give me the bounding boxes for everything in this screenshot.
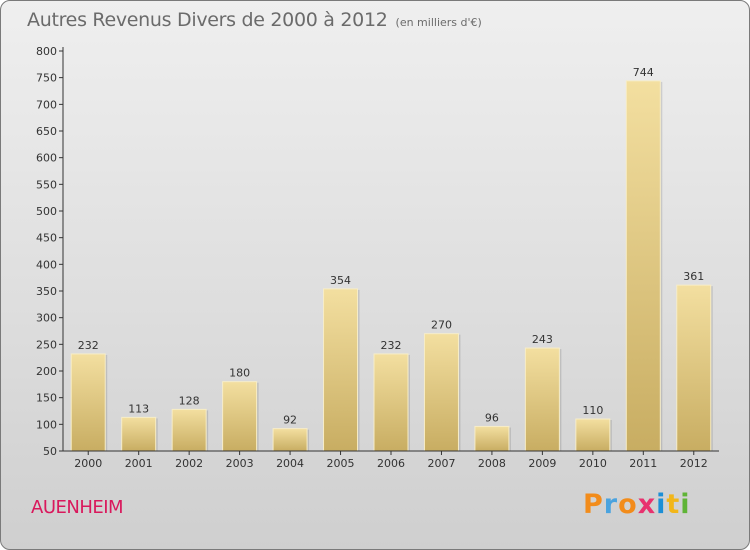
data-label-2012: 361 xyxy=(683,270,704,283)
bar-2000 xyxy=(70,353,106,452)
axes-group: 50 100 150 200 250 300 350 400 450 500 550 600 650 70… xyxy=(36,45,719,470)
x-tick-label-2012: 2012 xyxy=(680,457,708,470)
data-label-2005: 354 xyxy=(330,274,351,287)
commune-name: AUENHEIM xyxy=(31,497,124,518)
bar-2002 xyxy=(171,408,207,452)
data-label-2001: 113 xyxy=(128,402,149,415)
y-tick-label: 800 xyxy=(36,45,57,58)
logo-letter: P xyxy=(583,489,604,520)
bar-2011 xyxy=(625,80,661,452)
bar-2007 xyxy=(423,333,459,452)
chart-subtitle: (en milliers d'€) xyxy=(395,16,482,29)
labels-group: 232 113 128 180 92 354 232 270 96 243 110 744 361 xyxy=(78,66,705,427)
y-tick-label: 200 xyxy=(36,365,57,378)
y-tick-label: 700 xyxy=(36,98,57,111)
y-tick-label: 650 xyxy=(36,125,57,138)
data-label-2011: 744 xyxy=(633,66,654,79)
data-label-2009: 243 xyxy=(532,333,553,346)
x-tick-label-2011: 2011 xyxy=(629,457,657,470)
y-tick-label: 500 xyxy=(36,205,57,218)
bar-2012 xyxy=(676,284,712,452)
bar-2010 xyxy=(575,418,611,452)
data-label-2007: 270 xyxy=(431,319,452,332)
y-tick-label: 250 xyxy=(36,338,57,351)
y-tick-label: 750 xyxy=(36,72,57,85)
y-tick-label: 400 xyxy=(36,258,57,271)
bar-2005 xyxy=(323,288,359,452)
data-label-2006: 232 xyxy=(381,339,402,352)
y-tick-label: 150 xyxy=(36,392,57,405)
y-tick-label: 600 xyxy=(36,152,57,165)
logo-letter: x xyxy=(637,489,657,520)
x-tick-label-2009: 2009 xyxy=(528,457,556,470)
data-label-2000: 232 xyxy=(78,339,99,352)
bar-2009 xyxy=(524,347,560,452)
bar-2004 xyxy=(272,428,308,452)
logo-letter: o xyxy=(618,489,638,520)
x-tick-label-2000: 2000 xyxy=(74,457,102,470)
x-tick-label-2002: 2002 xyxy=(175,457,203,470)
logo-letter: r xyxy=(603,489,619,520)
bar-2006 xyxy=(373,353,409,452)
x-tick-label-2006: 2006 xyxy=(377,457,405,470)
y-tick-label: 100 xyxy=(36,418,57,431)
x-tick-label-2005: 2005 xyxy=(327,457,355,470)
data-label-2003: 180 xyxy=(229,367,250,380)
x-tick-label-2007: 2007 xyxy=(427,457,455,470)
logo-letter: t xyxy=(666,489,681,520)
x-tick-label-2001: 2001 xyxy=(125,457,153,470)
y-tick-label: 550 xyxy=(36,178,57,191)
logo-letter: i xyxy=(680,489,691,520)
bar-2008 xyxy=(474,425,510,452)
y-tick-label: 300 xyxy=(36,312,57,325)
chart-title: Autres Revenus Divers de 2000 à 2012 (en … xyxy=(27,9,482,31)
x-tick-label-2004: 2004 xyxy=(276,457,304,470)
data-label-2010: 110 xyxy=(582,404,603,417)
x-tick-label-2008: 2008 xyxy=(478,457,506,470)
proxiti-logo: Proxiti xyxy=(583,489,691,520)
x-tick-label-2010: 2010 xyxy=(579,457,607,470)
y-tick-label: 350 xyxy=(36,285,57,298)
data-label-2008: 96 xyxy=(485,411,499,424)
bar-2003 xyxy=(222,381,258,452)
logo-letter: i xyxy=(656,489,667,520)
data-label-2002: 128 xyxy=(179,394,200,407)
chart-title-text: Autres Revenus Divers de 2000 à 2012 xyxy=(27,9,388,31)
bar-2001 xyxy=(121,416,157,452)
data-label-2004: 92 xyxy=(283,414,297,427)
bars-group xyxy=(70,80,713,452)
x-tick-label-2003: 2003 xyxy=(226,457,254,470)
y-tick-label: 50 xyxy=(43,445,57,458)
y-tick-label: 450 xyxy=(36,232,57,245)
